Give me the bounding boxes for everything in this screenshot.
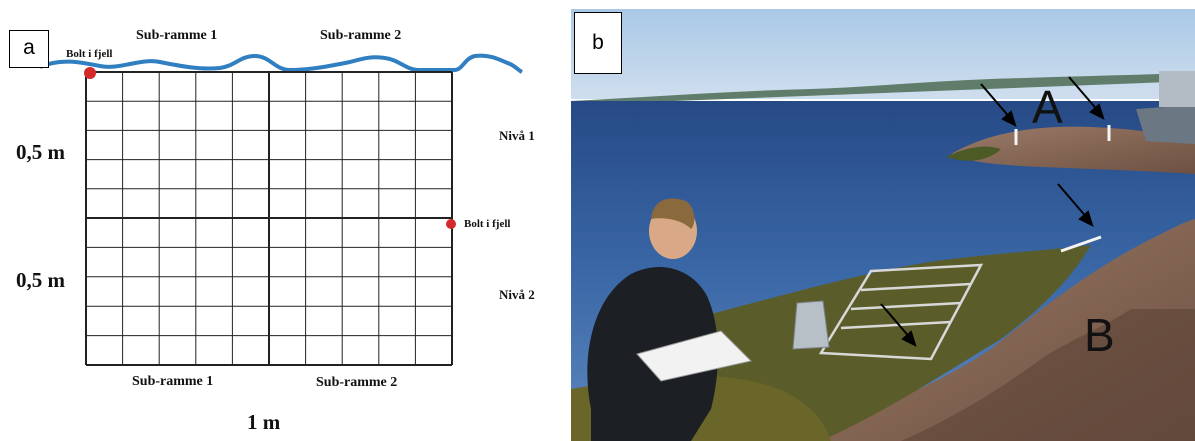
distant-shore [571,73,1195,105]
bucket [792,300,830,350]
arrow-a1 [980,83,1012,120]
bolt-label-top: Bolt i fjell [66,48,113,60]
quadrat-diagram [39,53,523,366]
panel-label-a: a [9,30,49,68]
person-hair [651,198,695,229]
width-label: 1 m [247,410,281,434]
top-label-sub-ramme-2: Sub-ramme 2 [320,28,402,43]
photo-panel-b: A B [571,9,1195,441]
boat-cabin [1159,71,1195,107]
quadrat-grid [85,71,453,366]
height-label-upper: 0,5 m [16,140,65,164]
bottom-label-sub-ramme-2: Sub-ramme 2 [316,375,398,390]
quadrat-frame [818,263,984,361]
arrow-right [1057,183,1089,220]
bolt-label-right: Bolt i fjell [464,218,511,230]
top-label-sub-ramme-1: Sub-ramme 1 [136,28,218,43]
field-photo [571,9,1195,441]
arrow-markers [880,76,1105,347]
water-line [39,53,523,74]
panel-label-b: b [574,12,622,74]
marker-a: A [1032,81,1063,133]
level-label-1: Nivå 1 [499,128,535,143]
boat [1136,105,1195,144]
bolt-marker-right [446,219,456,229]
diagram-panel-a: Sub-ramme 1 Sub-ramme 2 Bolt i fjell Bol… [0,0,560,441]
bottom-label-sub-ramme-1: Sub-ramme 1 [132,374,214,389]
arrow-a2 [1068,76,1100,113]
bolt-marker-top [84,67,96,79]
level-label-2: Nivå 2 [499,287,535,302]
marker-b: B [1084,309,1115,361]
arrow-quadrat [880,303,912,340]
rock-b-shadow [901,309,1195,441]
marker-stick-right [1060,235,1102,253]
clipboard [636,330,752,382]
height-label-lower: 0,5 m [16,268,65,292]
rock-a [951,126,1195,174]
seaweed-rock-a [946,146,1001,161]
